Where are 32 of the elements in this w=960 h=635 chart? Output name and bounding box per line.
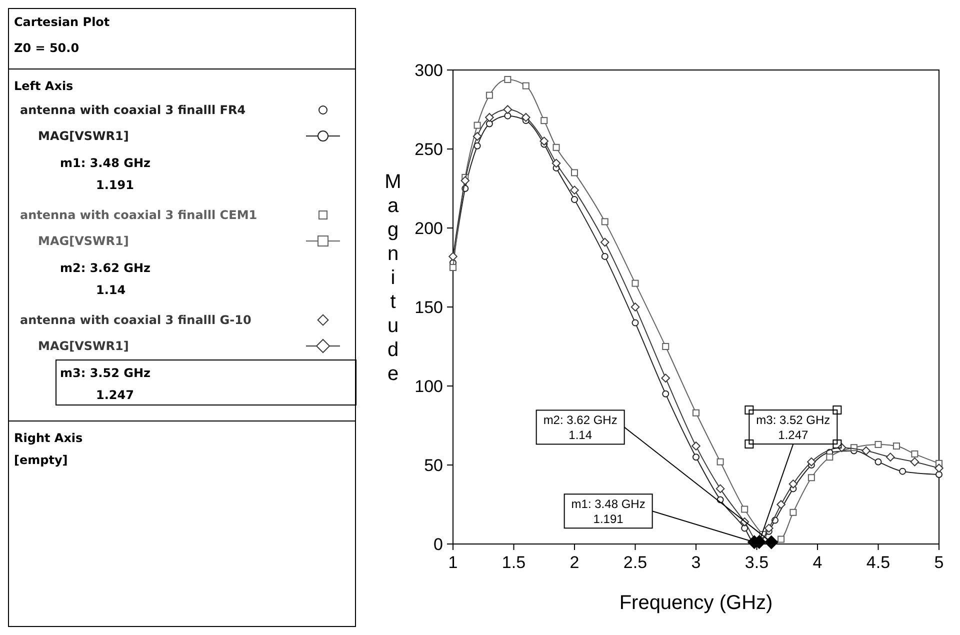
y-tick-label: 300 — [414, 60, 443, 80]
text: m3: 3.52 GHz 1.247 — [60, 366, 150, 402]
x-tick-label: 1 — [448, 553, 458, 572]
text: Left Axis — [14, 79, 74, 93]
y-tick-label: 200 — [414, 218, 443, 238]
x-tick-label: 2.5 — [623, 553, 648, 572]
text: [empty] — [14, 453, 68, 467]
x-axis-title: Frequency (GHz) — [619, 592, 773, 614]
y-tick-label: 50 — [424, 456, 443, 475]
x-tick-label: 4.5 — [866, 553, 890, 572]
text: antenna with coaxial 3 finalll FR4 MAG[VSWR1] — [20, 103, 246, 143]
text: Cartesian Plot — [14, 15, 110, 29]
text: m2: 3.62 GHz 1.14 — [60, 261, 150, 297]
y-tick-label: 0 — [434, 534, 443, 554]
x-tick-label: 4 — [812, 553, 822, 572]
x-tick-label: 2 — [570, 553, 580, 572]
x-tick-label: 3.5 — [744, 553, 769, 572]
x-tick-label: 3 — [691, 553, 701, 572]
text: antenna with coaxial 3 finalll CEM1 MAG[VSWR1] — [20, 208, 258, 248]
y-tick-label: 250 — [414, 140, 443, 159]
annotation: m1: 3.48 GHz 1.191 — [571, 497, 646, 526]
text: Z0 = 50.0 — [14, 41, 80, 55]
y-tick-label: 100 — [414, 376, 443, 396]
text: Magnitude — [384, 171, 402, 385]
annotation: m2: 3.62 GHz 1.14 — [543, 413, 618, 442]
x-tick-label: 1.5 — [502, 553, 526, 572]
text: antenna with coaxial 3 finalll G-10 MAG[VSWR1] — [20, 313, 252, 353]
x-tick-label: 5 — [934, 553, 944, 572]
annotation: m3: 3.52 GHz 1.247 — [756, 413, 830, 442]
text: Right Axis — [14, 431, 83, 445]
y-tick-label: 150 — [414, 298, 443, 317]
text: m1: 3.48 GHz 1.191 — [60, 156, 150, 192]
